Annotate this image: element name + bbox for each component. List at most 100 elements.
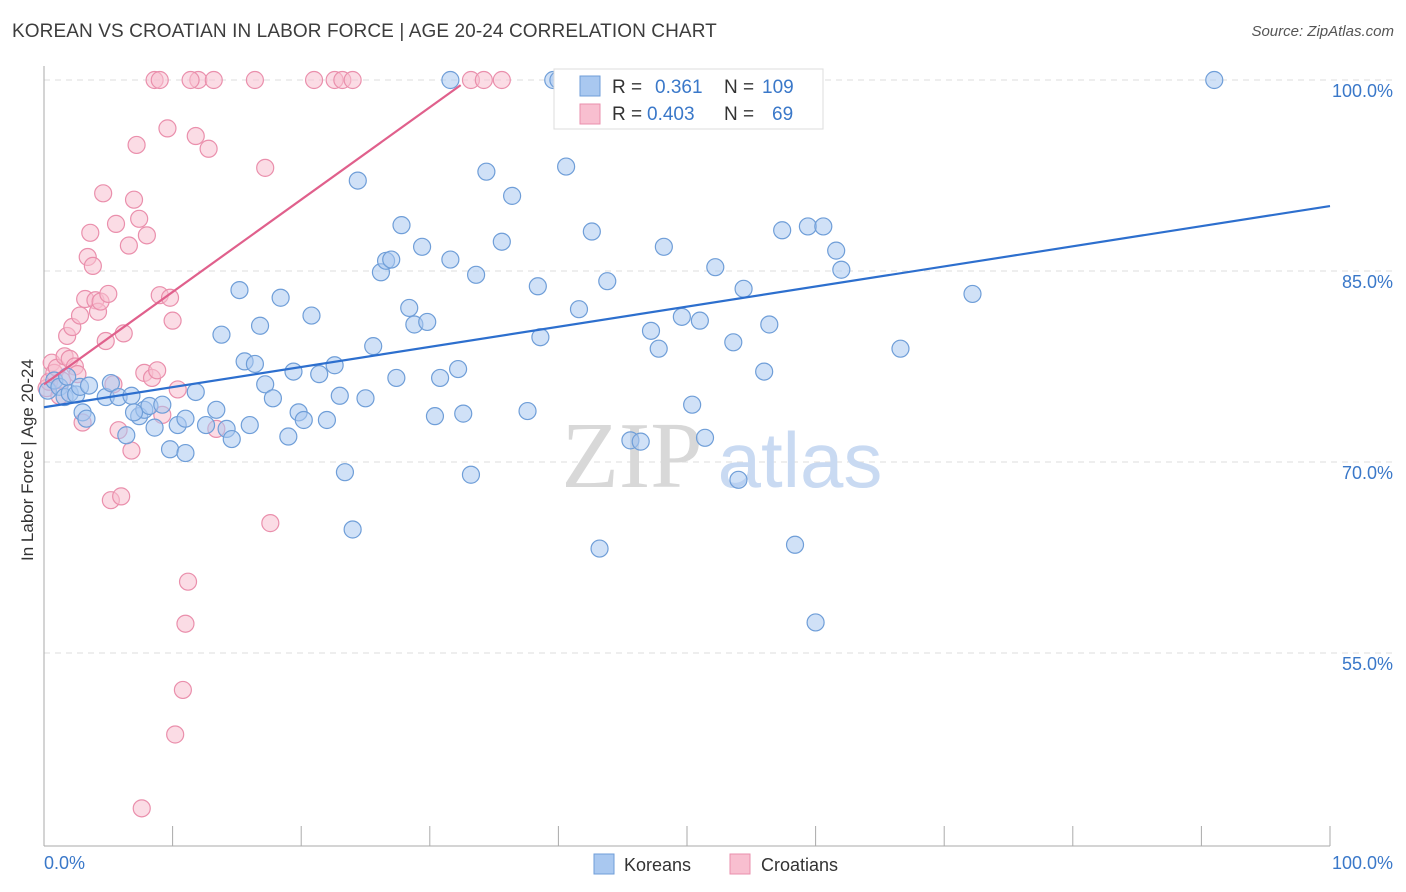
trendlines bbox=[43, 84, 1331, 409]
croatians-point-58 bbox=[261, 514, 280, 533]
koreans-point-92 bbox=[734, 279, 753, 298]
croatians-point-47 bbox=[168, 380, 187, 399]
koreans-point-62 bbox=[430, 368, 450, 388]
croatians-point-65 bbox=[492, 70, 511, 90]
koreans-point-94 bbox=[760, 315, 779, 334]
croatians-trendline bbox=[43, 84, 462, 386]
watermark-atlas: atlas bbox=[718, 416, 883, 504]
koreans-point-30 bbox=[230, 281, 249, 300]
x-tick-labels: 0.0% 100.0% bbox=[44, 853, 1393, 873]
koreans-point-48 bbox=[343, 520, 362, 539]
croatians-points bbox=[37, 70, 511, 818]
koreans-point-82 bbox=[641, 321, 661, 340]
koreans-point-95 bbox=[773, 221, 792, 240]
koreans-point-54 bbox=[382, 250, 401, 269]
croatians-point-54 bbox=[204, 70, 223, 90]
koreans-point-23 bbox=[176, 443, 195, 463]
croatians-point-67 bbox=[150, 70, 169, 90]
croatians-point-44 bbox=[160, 288, 180, 307]
croatians-r-value: 0.403 bbox=[647, 104, 695, 125]
croatians-point-51 bbox=[186, 126, 205, 146]
koreans-point-88 bbox=[695, 428, 715, 447]
koreans-point-102 bbox=[891, 339, 910, 358]
croatians-point-62 bbox=[343, 70, 362, 90]
croatians-r-label: R = bbox=[612, 104, 642, 125]
bottom-legend-koreans: Koreans bbox=[624, 855, 691, 875]
koreans-point-50 bbox=[356, 389, 375, 408]
croatians-point-64 bbox=[474, 70, 493, 90]
koreans-point-97 bbox=[798, 217, 817, 236]
koreans-point-57 bbox=[400, 298, 419, 318]
stats-legend: R = 0.361 N = 109 R = 0.403 N = 69 bbox=[553, 68, 824, 130]
bottom-legend: Koreans Croatians bbox=[593, 853, 838, 875]
koreans-point-91 bbox=[729, 470, 748, 489]
croatians-point-34 bbox=[127, 135, 146, 155]
koreans-point-45 bbox=[325, 356, 344, 375]
koreans-point-99 bbox=[814, 217, 833, 236]
y-tick-label-3: 100.0% bbox=[1332, 81, 1393, 101]
koreans-swatch bbox=[579, 75, 601, 97]
koreans-point-81 bbox=[631, 432, 650, 451]
watermark: ZIP atlas bbox=[562, 404, 883, 508]
koreans-point-79 bbox=[598, 272, 617, 291]
koreans-point-15 bbox=[122, 386, 141, 405]
x-tick-label-0: 0.0% bbox=[44, 853, 85, 873]
koreans-n-label: N = bbox=[724, 77, 754, 98]
bottom-legend-koreans-swatch bbox=[593, 853, 615, 875]
croatians-point-56 bbox=[245, 70, 265, 90]
koreans-point-38 bbox=[279, 427, 298, 446]
koreans-point-51 bbox=[364, 337, 383, 356]
croatians-point-40 bbox=[148, 361, 167, 380]
koreans-point-108 bbox=[124, 403, 144, 422]
croatians-point-48 bbox=[173, 680, 192, 700]
source-credit: Source: ZipAtlas.com bbox=[1251, 23, 1394, 40]
koreans-point-100 bbox=[827, 241, 846, 260]
koreans-point-84 bbox=[654, 237, 673, 256]
croatians-point-24 bbox=[99, 284, 118, 304]
koreans-point-60 bbox=[418, 312, 437, 332]
croatians-point-49 bbox=[176, 614, 195, 633]
koreans-r-label: R = bbox=[612, 77, 642, 98]
koreans-point-41 bbox=[294, 410, 313, 430]
croatians-n-label: N = bbox=[724, 104, 754, 125]
koreans-point-33 bbox=[245, 354, 265, 374]
koreans-point-32 bbox=[240, 415, 259, 435]
koreans-point-36 bbox=[263, 389, 283, 408]
y-tick-labels: 55.0% 70.0% 85.0% 100.0% bbox=[1332, 81, 1393, 674]
croatians-point-50 bbox=[178, 572, 198, 591]
croatians-point-53 bbox=[199, 139, 218, 158]
koreans-point-64 bbox=[448, 359, 468, 379]
koreans-point-68 bbox=[477, 162, 496, 181]
koreans-point-12 bbox=[101, 373, 120, 393]
koreans-point-27 bbox=[212, 325, 231, 344]
koreans-point-72 bbox=[528, 277, 547, 296]
croatians-point-33 bbox=[124, 190, 144, 209]
koreans-point-90 bbox=[724, 333, 743, 352]
koreans-point-104 bbox=[1205, 70, 1224, 90]
bottom-legend-croatians: Croatians bbox=[761, 855, 838, 875]
koreans-point-98 bbox=[806, 613, 825, 632]
koreans-point-77 bbox=[582, 222, 601, 241]
koreans-point-105 bbox=[441, 70, 460, 90]
koreans-point-63 bbox=[441, 250, 460, 269]
koreans-point-10 bbox=[79, 376, 99, 395]
croatians-point-29 bbox=[112, 487, 131, 506]
koreans-n-value: 109 bbox=[762, 77, 794, 98]
koreans-point-96 bbox=[785, 535, 805, 554]
croatians-point-35 bbox=[130, 209, 149, 228]
y-tick-label-1: 70.0% bbox=[1342, 463, 1393, 483]
koreans-point-66 bbox=[461, 465, 481, 484]
koreans-point-14 bbox=[117, 426, 136, 445]
croatians-point-32 bbox=[122, 441, 141, 460]
croatians-point-27 bbox=[106, 214, 126, 233]
koreans-point-37 bbox=[271, 288, 290, 307]
koreans-point-83 bbox=[649, 339, 668, 358]
croatians-point-31 bbox=[119, 236, 138, 255]
koreans-point-19 bbox=[145, 418, 164, 437]
koreans-point-101 bbox=[832, 260, 851, 279]
croatians-point-13 bbox=[70, 306, 90, 325]
croatians-swatch bbox=[579, 103, 601, 125]
koreans-point-35 bbox=[256, 375, 275, 394]
croatians-point-59 bbox=[304, 70, 324, 90]
croatians-point-38 bbox=[137, 226, 156, 245]
